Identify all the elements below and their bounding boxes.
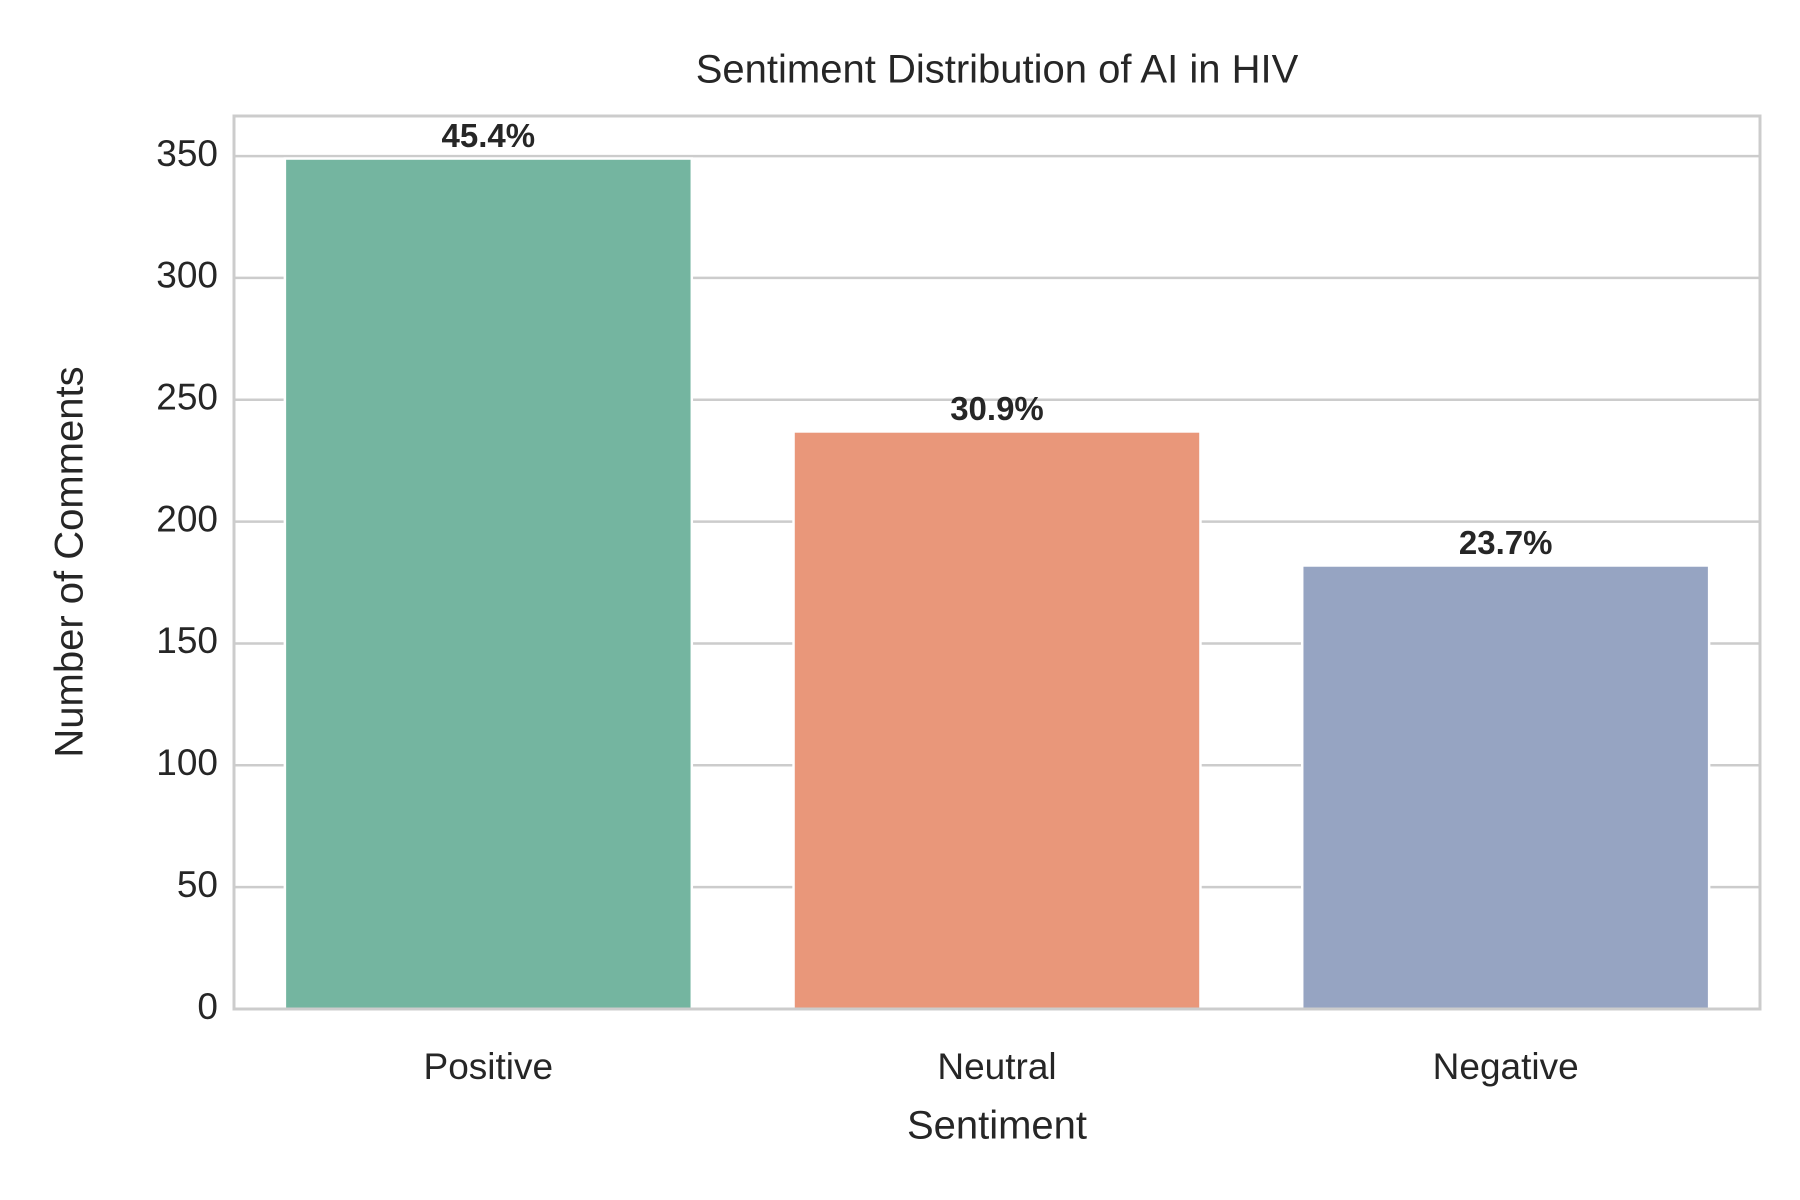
x-axis-label: Sentiment (907, 1104, 1087, 1148)
y-tick-label: 250 (156, 377, 218, 418)
y-tick-label: 300 (156, 255, 218, 296)
bar (1300, 564, 1711, 1011)
bar (283, 157, 694, 1011)
bar (792, 430, 1202, 1011)
y-tick-label: 200 (156, 498, 218, 539)
x-tick-label: Negative (1433, 1046, 1579, 1087)
plot-frame (232, 114, 1762, 1011)
y-tick-label: 50 (177, 864, 218, 905)
y-tick-label: 100 (156, 742, 218, 783)
y-tick-label: 350 (156, 133, 218, 174)
x-tick-label: Neutral (937, 1046, 1056, 1087)
bar-label: 45.4% (442, 117, 536, 154)
bar-label: 30.9% (950, 390, 1044, 427)
y-axis-label: Number of Comments (48, 366, 92, 757)
y-tick-label: 0 (197, 986, 218, 1027)
chart-title: Sentiment Distribution of AI in HIV (696, 48, 1299, 92)
x-tick-label: Positive (424, 1046, 554, 1087)
bar-label: 23.7% (1459, 524, 1553, 561)
y-tick-label: 150 (156, 620, 218, 661)
